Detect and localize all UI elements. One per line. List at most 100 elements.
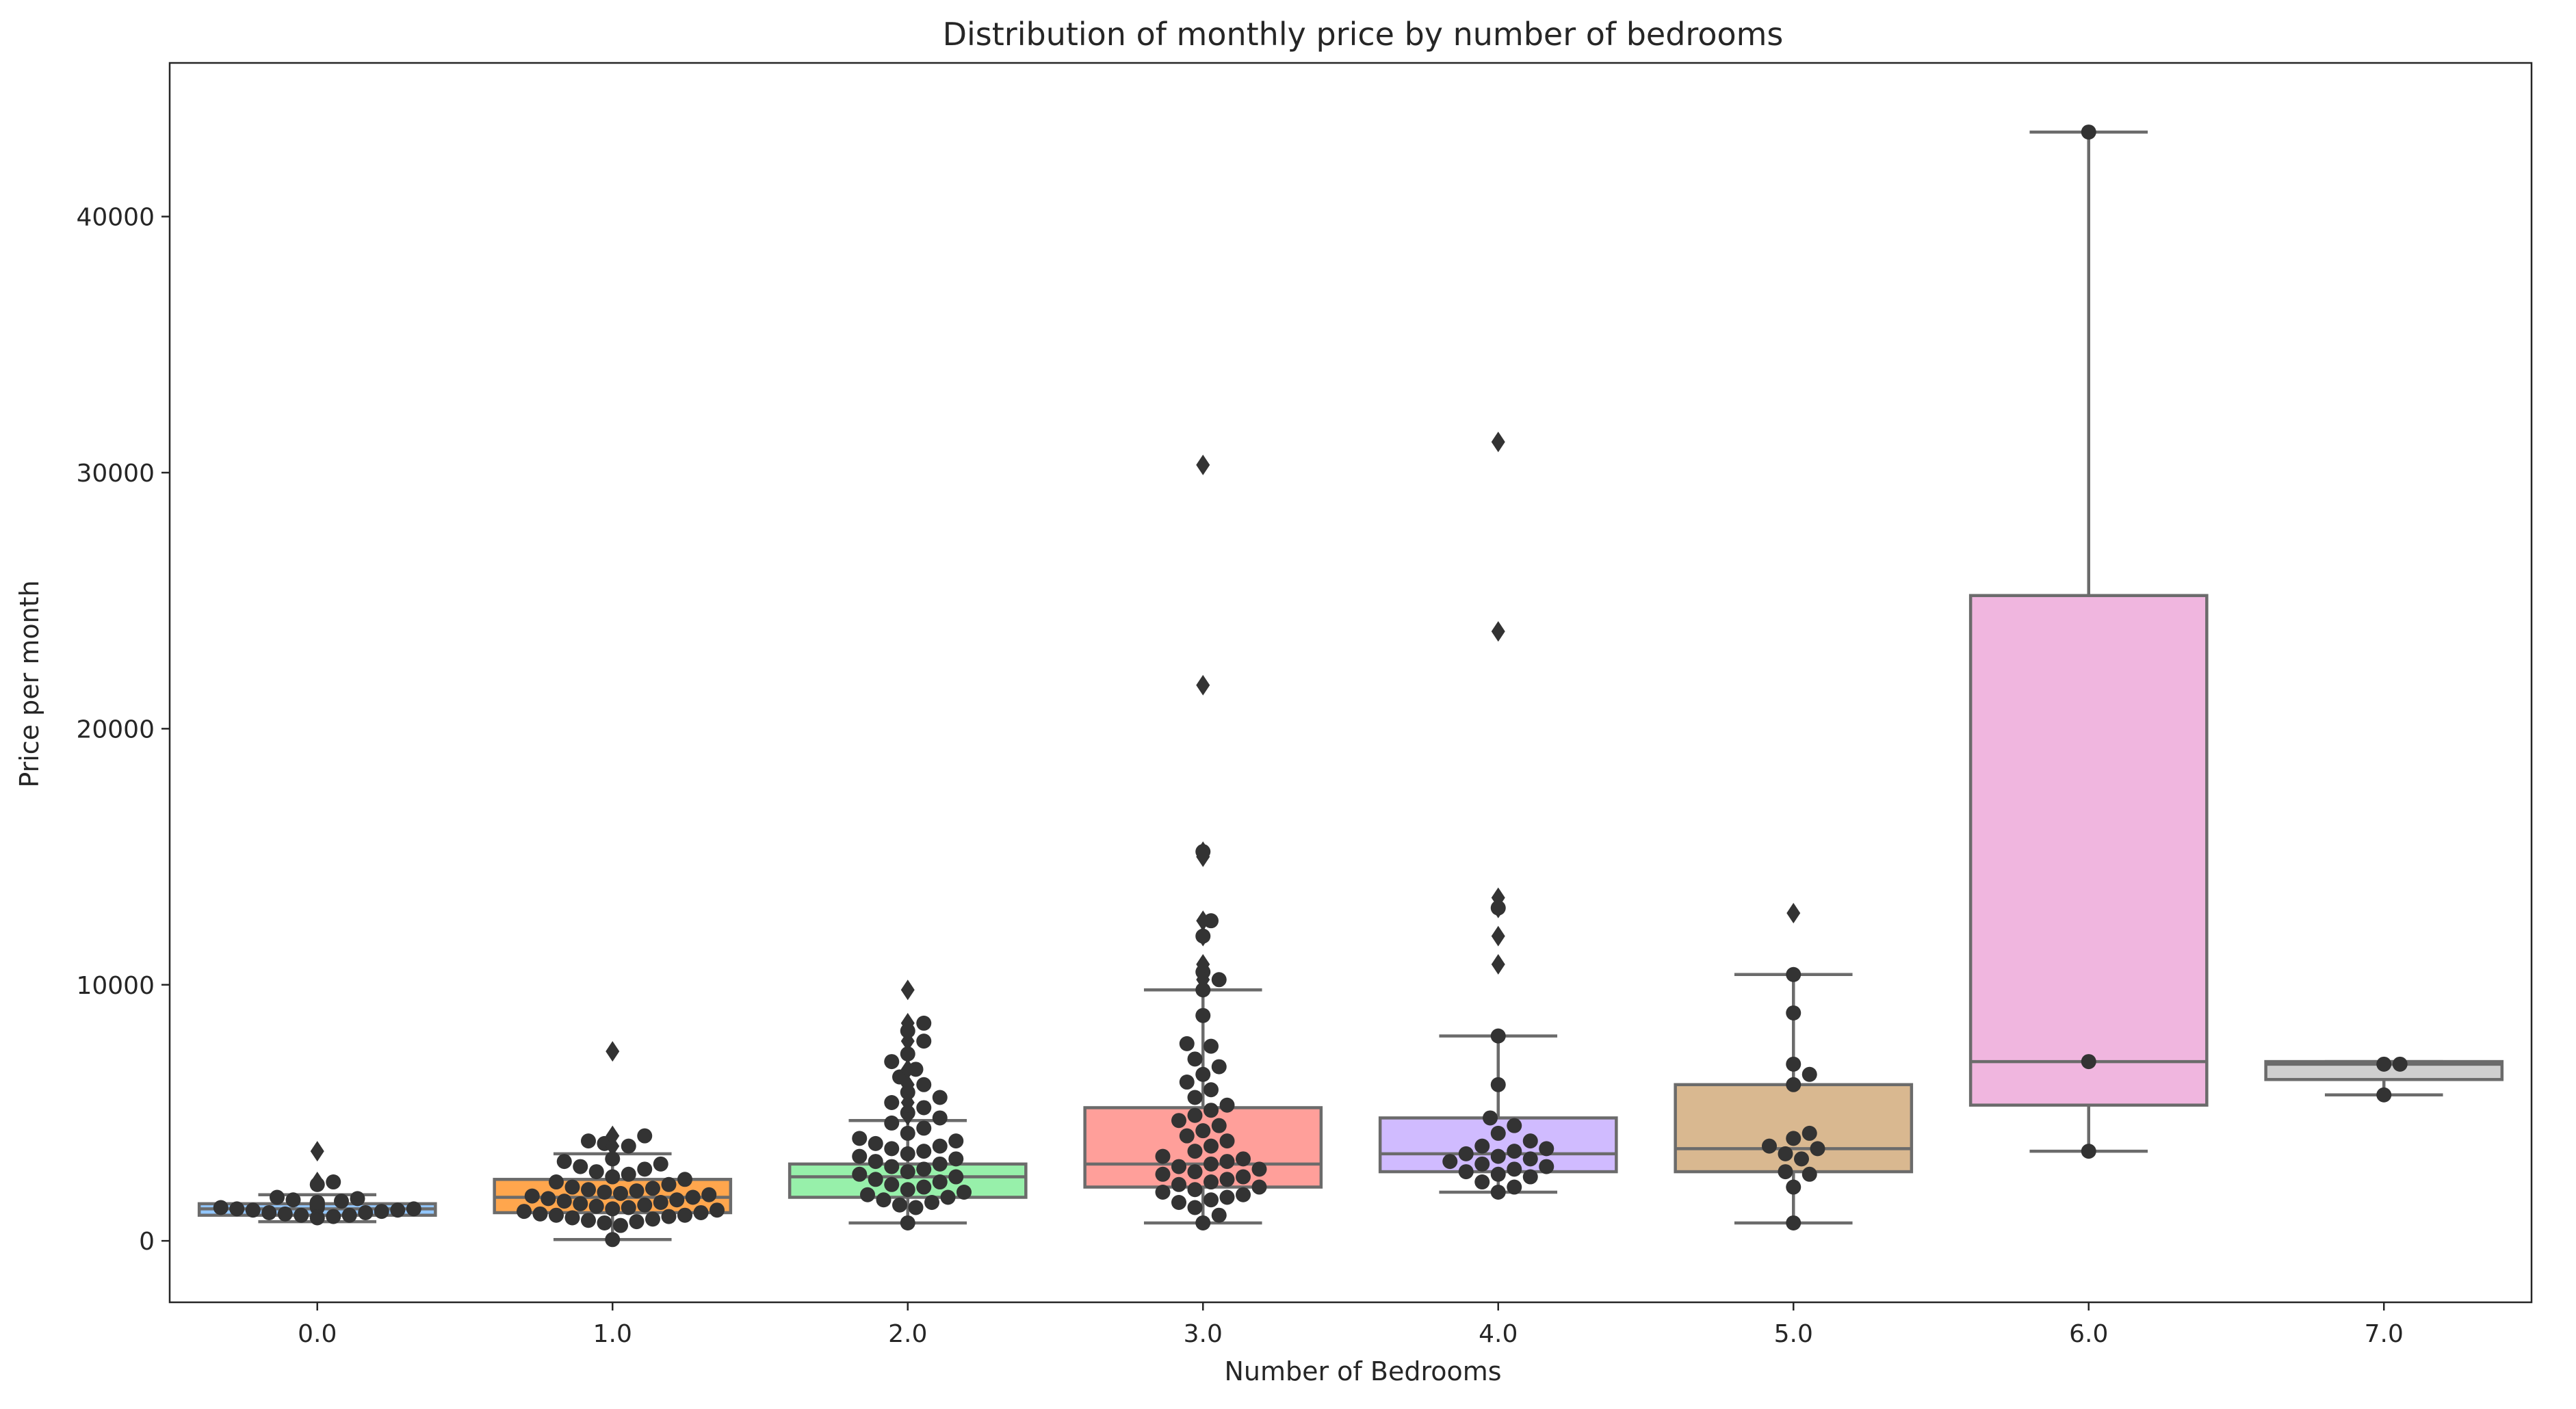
outlier-marker <box>606 1041 620 1062</box>
swarm-point <box>916 1100 932 1116</box>
swarm-point <box>1155 1166 1171 1182</box>
swarm-point <box>940 1189 956 1205</box>
swarm-point <box>653 1156 668 1172</box>
swarm-point <box>1539 1141 1554 1157</box>
swarm-point <box>852 1131 868 1146</box>
swarm-point <box>1219 1154 1235 1170</box>
x-tick-label: 3.0 <box>1184 1320 1223 1348</box>
swarm-point <box>932 1156 948 1172</box>
swarm-point <box>677 1172 692 1187</box>
swarm-point <box>1187 1107 1203 1123</box>
swarm-point <box>326 1209 341 1224</box>
swarm-point <box>1204 1174 1219 1190</box>
box-body <box>1674 1083 1914 1174</box>
swarm-point <box>916 1120 932 1136</box>
swarm-point <box>374 1204 389 1220</box>
swarm-point <box>1204 1103 1219 1118</box>
x-tick-label: 5.0 <box>1774 1320 1813 1348</box>
swarm-point <box>860 1187 875 1202</box>
swarm-point <box>1507 1118 1522 1133</box>
swarm-point <box>908 1200 924 1215</box>
swarm-point <box>270 1189 285 1205</box>
swarm-point <box>613 1185 628 1201</box>
swarm-point <box>710 1202 725 1218</box>
swarm-point <box>1195 1008 1211 1023</box>
swarm-point <box>661 1209 677 1224</box>
swarm-point <box>1204 1082 1219 1098</box>
swarm-point <box>1801 1125 1817 1141</box>
swarm-point <box>1187 1090 1203 1105</box>
swarm-point <box>1204 1138 1219 1154</box>
swarm-point <box>868 1172 883 1187</box>
outlier-marker <box>1196 969 1210 990</box>
swarm-point <box>701 1187 717 1202</box>
swarm-point <box>245 1202 261 1218</box>
swarm-point <box>1179 1128 1195 1144</box>
swarm-point <box>549 1207 564 1223</box>
swarm-point <box>1522 1133 1538 1149</box>
outlier-marker <box>1491 621 1505 642</box>
swarm-point <box>637 1161 653 1177</box>
swarm-point <box>1171 1176 1186 1192</box>
swarm-point <box>605 1201 621 1217</box>
swarm-point <box>229 1201 245 1217</box>
swarm-point <box>932 1138 948 1154</box>
swarm-point <box>406 1201 421 1217</box>
swarm-point <box>1211 1118 1227 1133</box>
swarm-point <box>605 1232 621 1248</box>
swarm-point <box>916 1033 932 1049</box>
swarm-point <box>309 1194 325 1210</box>
swarm-point <box>621 1138 636 1154</box>
swarm-point <box>884 1054 900 1070</box>
swarm-point <box>549 1174 564 1190</box>
swarm-point <box>932 1174 948 1190</box>
swarm-point <box>884 1159 900 1174</box>
swarm-point <box>1171 1159 1186 1174</box>
swarm-point <box>1762 1138 1777 1154</box>
swarm-point <box>1211 1059 1227 1075</box>
swarm-point <box>1195 1066 1211 1082</box>
swarm-point <box>1187 1164 1203 1180</box>
swarm-point <box>261 1204 277 1220</box>
swarm-point <box>1507 1161 1522 1177</box>
swarm-point <box>1483 1110 1498 1126</box>
swarm-point <box>892 1069 907 1085</box>
swarm-point <box>1204 1156 1219 1172</box>
outlier-marker <box>1196 841 1210 862</box>
swarm-point <box>645 1211 660 1227</box>
swarm-point <box>1490 1148 1506 1164</box>
swarm-point <box>948 1169 964 1185</box>
y-tick-label: 30000 <box>76 460 155 488</box>
outlier-marker <box>900 1092 915 1113</box>
swarm-point <box>1490 1125 1506 1141</box>
swarm-point <box>588 1164 604 1180</box>
swarm-point <box>892 1197 907 1213</box>
swarm-point <box>1786 1005 1801 1020</box>
swarm-point <box>1204 1038 1219 1054</box>
outlier-marker <box>900 1074 915 1095</box>
outlier-marker <box>1491 925 1505 947</box>
swarm-point <box>1236 1151 1251 1167</box>
outlier-marker <box>900 1043 915 1064</box>
outlier-marker <box>1491 953 1505 975</box>
swarm-point <box>1522 1151 1538 1167</box>
swarm-point <box>1794 1151 1809 1167</box>
swarm-point <box>2081 1054 2096 1070</box>
swarm-point <box>588 1198 604 1214</box>
swarm-point <box>1155 1185 1171 1200</box>
swarm-point <box>581 1213 596 1228</box>
swarm-point <box>1187 1200 1203 1215</box>
swarm-point <box>900 1146 915 1161</box>
swarm-point <box>2376 1087 2392 1103</box>
swarm-point <box>876 1192 892 1208</box>
swarm-points <box>213 124 2408 1248</box>
swarm-point <box>573 1196 588 1211</box>
swarm-point <box>1458 1146 1474 1161</box>
swarm-point <box>1219 1172 1235 1187</box>
swarm-point <box>2392 1056 2408 1072</box>
outlier-marker <box>900 1012 915 1033</box>
swarm-point <box>1786 1077 1801 1092</box>
swarm-point <box>637 1128 653 1144</box>
swarm-point <box>1219 1189 1235 1205</box>
swarm-point <box>621 1200 636 1215</box>
